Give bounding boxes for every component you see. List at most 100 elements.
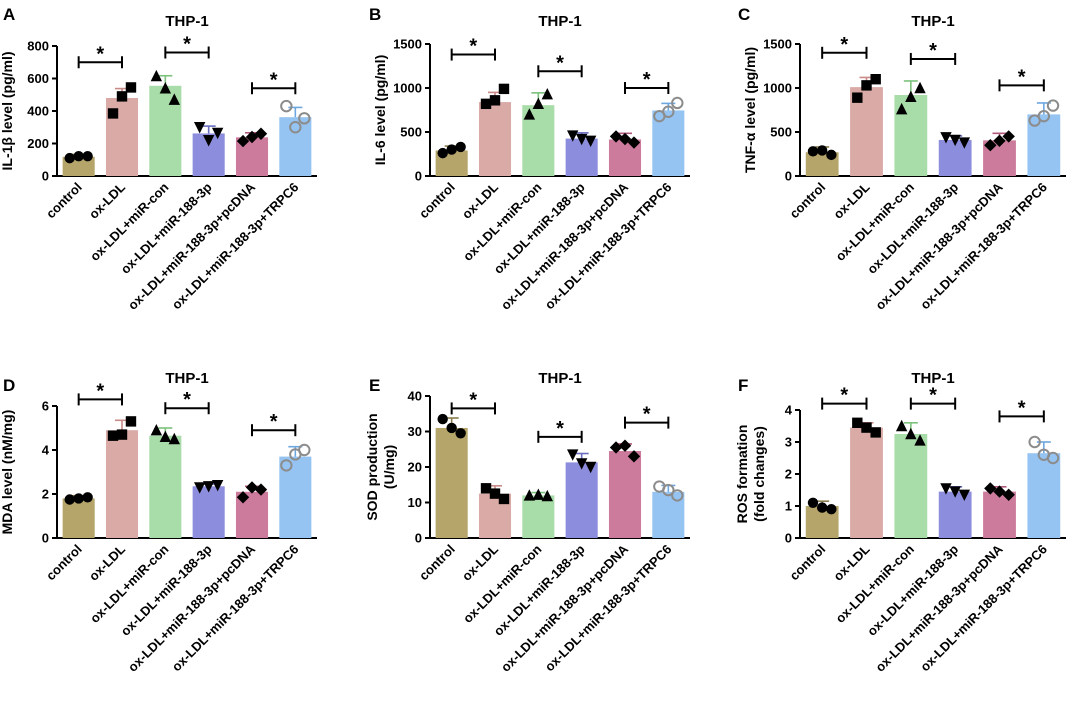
significance-bracket: * [450, 36, 496, 61]
significance-bracket: * [77, 43, 123, 69]
significance-star: * [840, 34, 848, 56]
data-point [627, 136, 641, 149]
significance-star: * [96, 380, 104, 402]
y-axis-label-line: ROS formation [734, 425, 750, 524]
y-tick-label: 500 [400, 125, 422, 140]
bar-3 [565, 462, 598, 538]
data-point [575, 458, 588, 470]
chart-title: THP-1 [165, 370, 208, 387]
significance-bracket: * [821, 385, 868, 410]
data-point [852, 417, 863, 428]
data-point [150, 69, 163, 82]
data-point [159, 430, 172, 442]
bar-5 [1027, 114, 1061, 176]
y-axis-label: IL-1β level (pg/ml) [0, 51, 15, 170]
data-point [905, 427, 917, 440]
bar-5 [652, 491, 685, 538]
panel-d: D THP-1 MDA level (nM/mg) 0 2 4 6 control ox-LDL… [0, 370, 317, 675]
data-point [671, 96, 684, 110]
y-tick-label: 0 [42, 169, 49, 184]
data-point [245, 481, 259, 494]
significance-star: * [643, 404, 651, 426]
y-tick-label: 1000 [763, 81, 792, 96]
data-point [993, 485, 1006, 498]
x-tick-label: ox-LDL [830, 541, 872, 583]
bar-5 [279, 456, 312, 538]
data-point [150, 424, 163, 436]
bar-0 [62, 498, 95, 538]
significance-star: * [556, 52, 564, 74]
data-point [168, 432, 181, 445]
y-axis-label-line: (U/mg) [381, 445, 397, 489]
y-tick-label: 10 [408, 495, 422, 510]
bar-1 [105, 430, 139, 538]
data-point [236, 134, 250, 148]
data-point [125, 416, 137, 427]
y-tick-label: 0 [785, 531, 792, 546]
data-point [289, 121, 302, 134]
significance-star: * [556, 418, 564, 440]
data-point [914, 434, 926, 446]
y-axis-label-line: (fold changes) [751, 426, 767, 522]
bar-1 [850, 427, 883, 538]
data-point [446, 422, 457, 434]
data-point [455, 141, 466, 153]
data-point [480, 98, 492, 110]
data-point [949, 134, 961, 147]
data-point [852, 92, 863, 103]
data-point [861, 422, 872, 433]
bar-2 [894, 434, 928, 538]
data-point [1028, 435, 1041, 449]
x-tick-label: ox-LDL [86, 179, 128, 221]
significance-star: * [183, 389, 191, 411]
y-axis-label: MDA level (nM/mg) [0, 410, 15, 535]
data-point [870, 74, 881, 85]
data-point [1046, 99, 1060, 112]
panel-letter: F [738, 376, 748, 395]
x-tick-label: ox-LDL+miR-con [87, 541, 171, 625]
data-point [455, 428, 466, 439]
panel-letter: A [3, 5, 15, 24]
significance-star: * [183, 34, 191, 56]
x-tick-label: ox-LDL+miR-con [833, 541, 917, 625]
y-tick-label: 800 [27, 39, 49, 54]
data-point [958, 489, 971, 501]
significance-bracket: * [998, 397, 1045, 423]
data-point [437, 147, 448, 159]
data-point [202, 135, 215, 147]
panel-letter: D [3, 376, 15, 395]
data-point [541, 87, 554, 100]
data-point [446, 144, 457, 155]
bar-2 [149, 435, 182, 538]
x-tick-label: control [416, 180, 458, 222]
significance-bracket: * [164, 389, 210, 415]
x-tick-label: ox-LDL [459, 179, 501, 221]
data-point [609, 441, 623, 454]
panel-letter: B [369, 5, 381, 24]
y-tick-label: 200 [27, 136, 49, 151]
data-point [958, 137, 971, 149]
data-point [1037, 448, 1051, 461]
significance-star: * [1018, 397, 1026, 419]
data-point [914, 81, 926, 94]
data-point [298, 112, 311, 125]
data-point [489, 488, 501, 499]
y-tick-label: 20 [408, 460, 422, 475]
data-point [168, 93, 181, 105]
data-point [82, 150, 93, 162]
x-tick-label: control [43, 180, 85, 222]
data-point [584, 135, 597, 147]
x-tick-label: control [787, 180, 829, 222]
chart-title: THP-1 [165, 13, 208, 30]
data-point [193, 482, 206, 494]
data-point [861, 80, 872, 91]
panel-f: F THP-1 ROS formation(fold changes) 0 1 2 3 4 co… [734, 370, 1066, 675]
data-point [609, 130, 623, 143]
data-point [73, 150, 84, 162]
data-point [437, 413, 448, 425]
y-tick-label: 1500 [763, 37, 792, 52]
panel-c: C THP-1 TNF-α level (pg/ml) 0 500 1000 1500 con… [738, 5, 1066, 313]
data-point [211, 127, 224, 140]
data-point [541, 489, 554, 502]
